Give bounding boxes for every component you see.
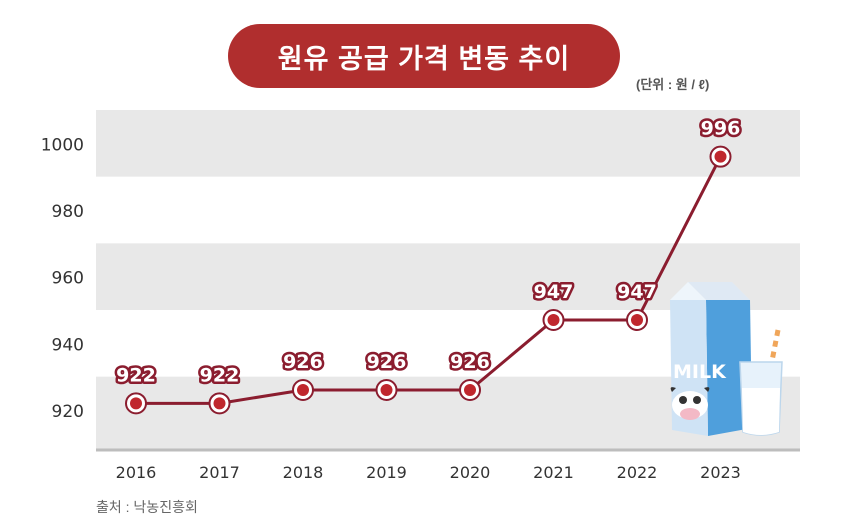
source-note: 출처 : 낙농진흥회 [96, 499, 198, 515]
data-point [213, 397, 226, 410]
y-tick-label: 960 [52, 269, 84, 289]
milk-carton-icon: MILK [670, 282, 752, 436]
x-tick-label: 2017 [199, 463, 240, 482]
data-label: 996 [701, 118, 741, 140]
x-tick-label: 2021 [533, 463, 574, 482]
x-tick-label: 2016 [116, 463, 157, 482]
carton-text: MILK [673, 361, 727, 383]
y-tick-label: 1000 [41, 135, 84, 155]
x-tick-label: 2019 [366, 463, 407, 482]
data-label: 947 [534, 281, 574, 303]
data-label: 922 [116, 364, 156, 386]
data-point [297, 384, 309, 396]
data-label: 947 [617, 281, 657, 303]
milk-illustration: MILK [670, 282, 783, 436]
data-point [547, 314, 560, 326]
x-tick-label: 2018 [283, 463, 324, 482]
data-label: 922 [200, 364, 240, 386]
data-point [714, 150, 727, 163]
milk-glass-icon [739, 361, 783, 436]
data-point [130, 397, 142, 410]
x-tick-label: 2020 [450, 463, 491, 482]
data-point [631, 314, 643, 326]
chart-title: 원유 공급 가격 변동 추이 [228, 24, 620, 88]
y-tick-label: 940 [52, 335, 84, 355]
x-tick-label: 2022 [617, 463, 658, 482]
y-tick-label: 920 [52, 402, 84, 422]
data-point [380, 384, 393, 396]
data-point [464, 384, 476, 396]
data-label: 926 [450, 351, 490, 373]
y-tick-label: 980 [52, 202, 84, 222]
data-label: 926 [367, 351, 407, 373]
data-label: 926 [283, 351, 323, 373]
unit-label: (단위 : 원 / ℓ) [636, 77, 710, 92]
x-tick-label: 2023 [700, 463, 741, 482]
grid-band [96, 110, 800, 177]
series-line [136, 155, 722, 405]
